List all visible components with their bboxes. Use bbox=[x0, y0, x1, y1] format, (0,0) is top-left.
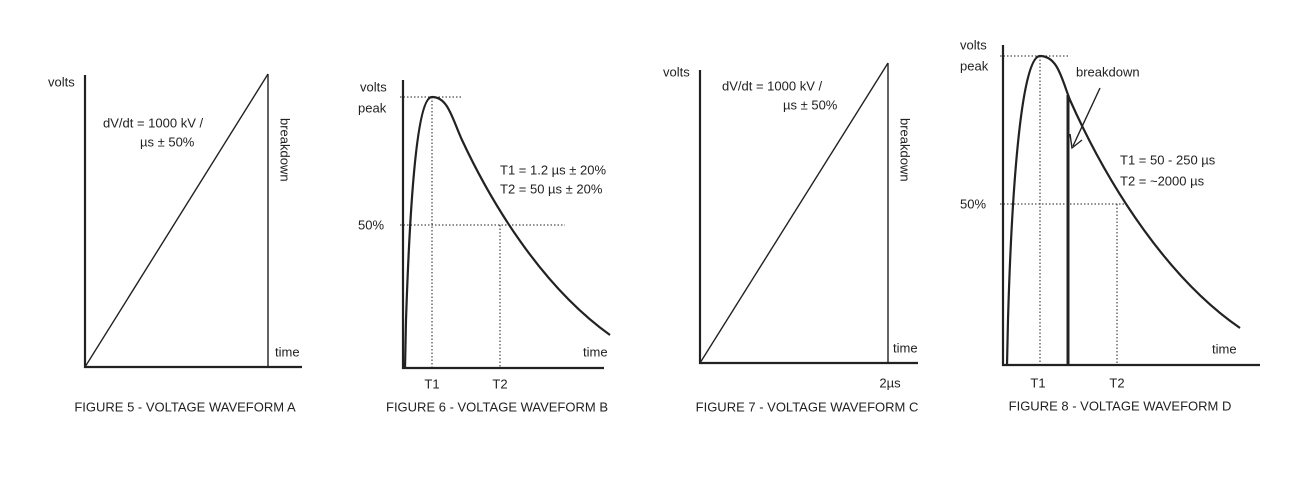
y-label: volts bbox=[360, 79, 387, 94]
breakdown-label: breakdown bbox=[1076, 64, 1140, 79]
ramp bbox=[699, 62, 889, 364]
axes bbox=[401, 80, 604, 370]
caption: FIGURE 6 - VOLTAGE WAVEFORM B bbox=[386, 399, 608, 414]
axes bbox=[1001, 45, 1260, 367]
waveform bbox=[1005, 54, 1241, 366]
axes bbox=[698, 70, 918, 365]
x-label: time bbox=[583, 344, 608, 359]
t1-spec: T1 = 50 - 250 µs bbox=[1120, 152, 1216, 167]
figure-6: volts peak 50% T1 = 1.2 µs ± 20% T2 = 50… bbox=[358, 79, 611, 414]
t2-spec: T2 = 50 µs ± 20% bbox=[500, 181, 603, 196]
ramp bbox=[84, 73, 269, 368]
waveform bbox=[403, 95, 611, 369]
breakdown-arrow bbox=[1072, 87, 1101, 147]
rate-text: dV/dt = 1000 kV / bbox=[103, 115, 203, 130]
t1-spec: T1 = 1.2 µs ± 20% bbox=[500, 162, 606, 177]
caption: FIGURE 7 - VOLTAGE WAVEFORM C bbox=[696, 399, 919, 414]
rate-text: µs ± 50% bbox=[783, 97, 838, 112]
end-time-label: 2µs bbox=[879, 375, 901, 390]
x-label: time bbox=[1212, 341, 1237, 356]
t2-label: T2 bbox=[1109, 375, 1124, 390]
y-label: volts bbox=[960, 37, 987, 52]
y-label: volts bbox=[48, 74, 75, 89]
t2-spec: T2 = ~2000 µs bbox=[1120, 173, 1205, 188]
caption: FIGURE 5 - VOLTAGE WAVEFORM A bbox=[74, 399, 296, 414]
t1-label: T1 bbox=[1030, 375, 1045, 390]
peak-label: peak bbox=[358, 100, 387, 115]
t1-label: T1 bbox=[424, 376, 439, 391]
figure-5: volts dV/dt = 1000 kV / µs ± 50% breakdo… bbox=[48, 73, 302, 414]
breakdown-label: breakdown bbox=[898, 118, 913, 182]
breakdown-label: breakdown bbox=[278, 118, 293, 182]
x-label: time bbox=[275, 344, 300, 359]
peak-label: peak bbox=[960, 58, 989, 73]
figure-7: volts dV/dt = 1000 kV / µs ± 50% breakdo… bbox=[663, 62, 919, 414]
rate-text: µs ± 50% bbox=[140, 134, 195, 149]
half-label: 50% bbox=[358, 217, 384, 232]
half-label: 50% bbox=[960, 196, 986, 211]
rate-text: dV/dt = 1000 kV / bbox=[722, 78, 822, 93]
t2-label: T2 bbox=[492, 376, 507, 391]
figure-8: volts peak breakdown T1 = 50 - 250 µs T2… bbox=[960, 37, 1260, 413]
caption: FIGURE 8 - VOLTAGE WAVEFORM D bbox=[1009, 398, 1232, 413]
y-label: volts bbox=[663, 64, 690, 79]
arrow-head bbox=[1069, 133, 1083, 150]
x-label: time bbox=[893, 340, 918, 355]
